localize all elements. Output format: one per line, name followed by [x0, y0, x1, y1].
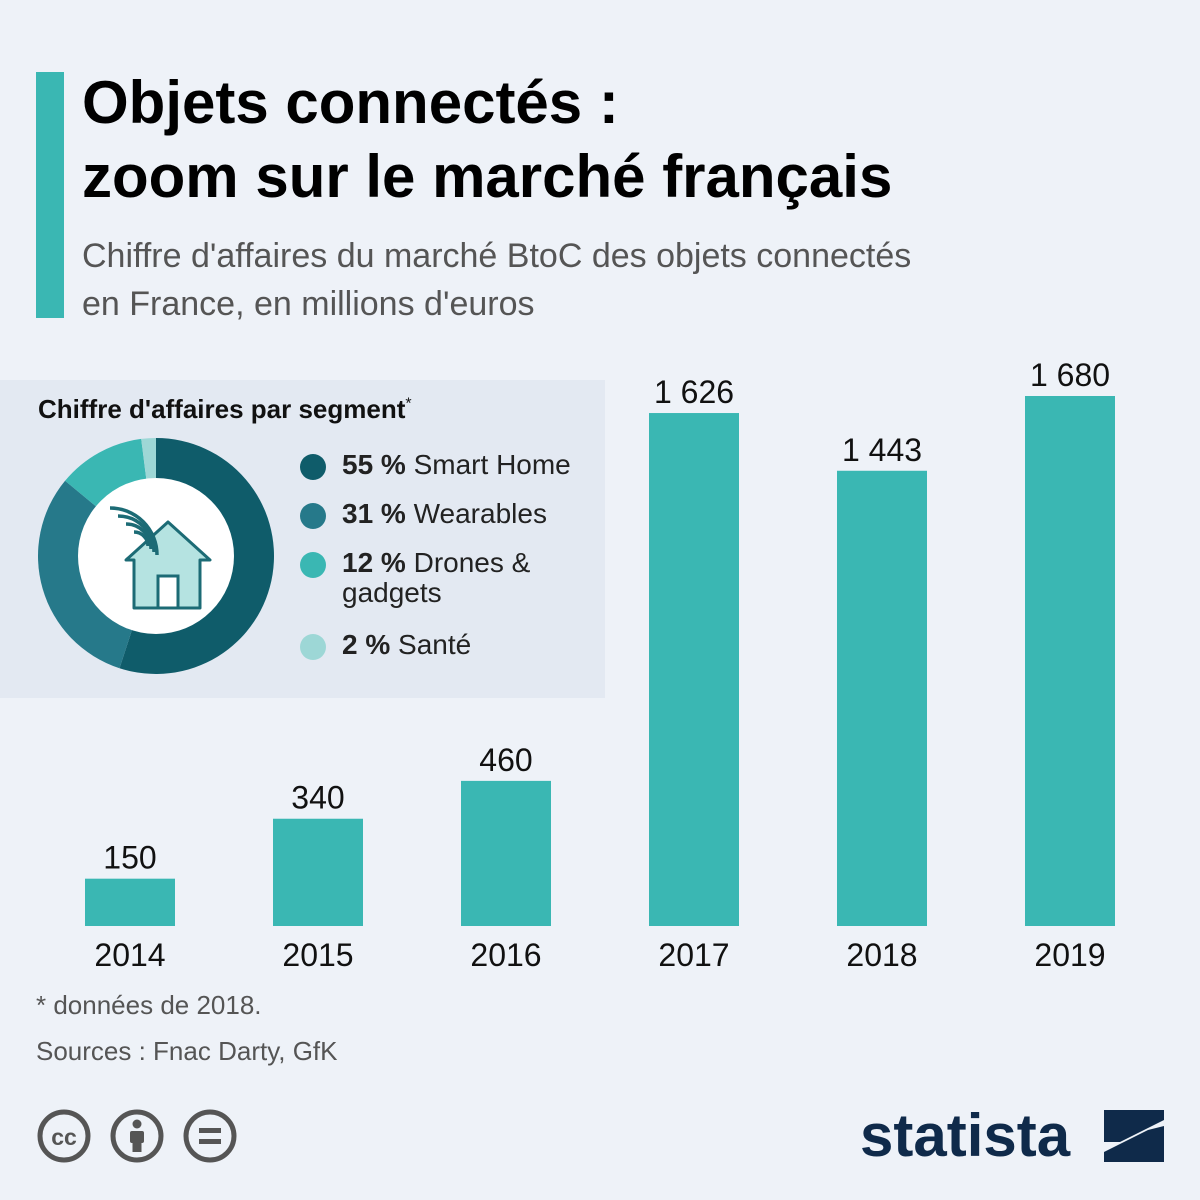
bar-chart: 150 2014 340 2015 460 2016 1 626 2017 1 443 2018 1… [85, 357, 1115, 973]
attribution-icon[interactable] [110, 1109, 164, 1163]
footnote-marker: * [405, 395, 412, 413]
segment-donut-chart [38, 438, 274, 674]
x-tick-label-2016: 2016 [470, 937, 541, 973]
source-line: Sources : Fnac Darty, GfK [36, 1036, 338, 1066]
legend-item-drones: 12 % Drones & gadgets [300, 548, 572, 608]
page-title: Objets connectés : zoom sur le marché fr… [82, 66, 1162, 214]
data-label-2015: 340 [291, 780, 344, 816]
subtitle-line-1: Chiffre d'affaires du marché BtoC des ob… [82, 237, 912, 275]
bar-2014 [85, 878, 175, 926]
data-label-2019: 1 680 [1030, 357, 1110, 393]
svg-text:statista: statista [860, 1102, 1071, 1169]
data-label-2017: 1 626 [654, 374, 734, 410]
title-line-1: Objets connectés : [82, 69, 619, 136]
segment-legend: 55 % Smart Home 31 % Wearables 12 % Dron… [300, 450, 605, 660]
bar-2015 [273, 818, 363, 926]
page-subtitle: Chiffre d'affaires du marché BtoC des ob… [82, 232, 1162, 328]
bar-2016 [461, 780, 551, 926]
legend-item-smart-home: 55 % Smart Home [300, 450, 605, 480]
title-line-2: zoom sur le marché français [82, 143, 893, 210]
bar-2018 [837, 470, 927, 926]
statista-logo[interactable]: statista [860, 1100, 1170, 1170]
x-tick-label-2017: 2017 [658, 937, 729, 973]
x-tick-label-2015: 2015 [282, 937, 353, 973]
bar-2017 [649, 413, 739, 926]
legend-item-sante: 2 % Santé [300, 630, 605, 660]
bar-2019 [1025, 396, 1115, 926]
x-tick-label-2014: 2014 [94, 937, 165, 973]
legend-item-wearables: 31 % Wearables [300, 499, 605, 529]
x-tick-label-2019: 2019 [1034, 937, 1105, 973]
creative-commons-icon[interactable]: cc [37, 1109, 91, 1163]
subtitle-line-2: en France, en millions d'euros [82, 285, 535, 323]
statista-mark-icon [1104, 1110, 1164, 1162]
legend-dot-sante [300, 634, 326, 660]
data-label-2018: 1 443 [842, 432, 922, 468]
legend-dot-wearables [300, 503, 326, 529]
data-label-2016: 460 [479, 742, 532, 778]
footnote: * données de 2018. [36, 990, 262, 1020]
legend-dot-drones [300, 552, 326, 578]
segment-panel-title: Chiffre d'affaires par segment* [38, 394, 412, 424]
svg-text:cc: cc [51, 1124, 77, 1150]
smart-home-wifi-icon [109, 506, 212, 610]
no-derivatives-icon[interactable] [183, 1109, 237, 1163]
license-icons: cc [37, 1109, 237, 1163]
data-label-2014: 150 [103, 840, 156, 876]
legend-dot-smart-home [300, 454, 326, 480]
accent-bar [36, 72, 64, 318]
x-tick-label-2018: 2018 [846, 937, 917, 973]
